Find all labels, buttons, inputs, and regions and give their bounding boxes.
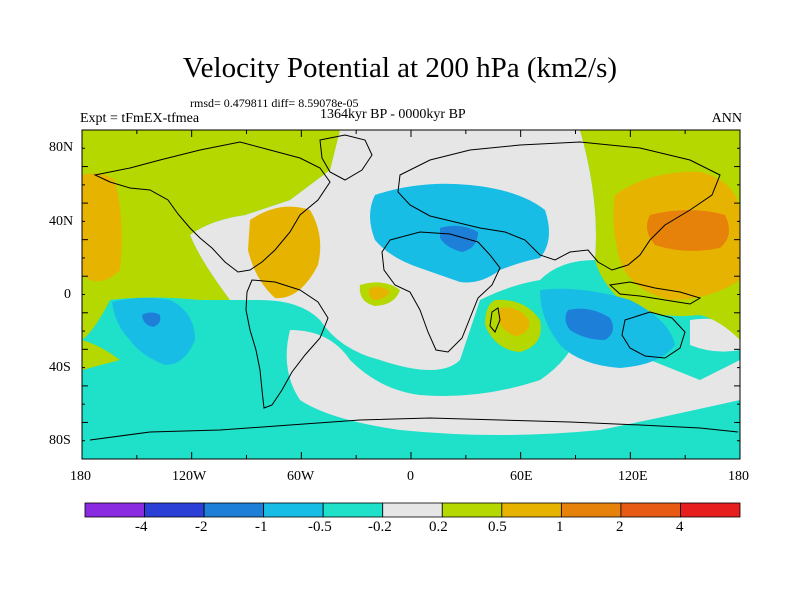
colorbar-swatch — [84, 502, 145, 518]
positive-mid-region-north-pacific — [82, 173, 122, 282]
lat-tick-label: 80S — [49, 433, 71, 448]
season-label: ANN — [711, 111, 742, 126]
lon-tick-label: 120W — [172, 469, 207, 484]
lon-tick-label: 120E — [618, 469, 648, 484]
negative-strong-region-south-pacific — [142, 312, 161, 327]
positive-strong-region-west-pacific — [646, 210, 729, 251]
colorbar-tick-label: -4 — [135, 519, 148, 535]
colorbar-swatch — [441, 502, 503, 518]
colorbar-swatch — [144, 502, 205, 518]
colorbar-swatch — [263, 502, 324, 518]
colorbar-tick-label: 2 — [616, 519, 624, 535]
experiment-label: Expt = tFmEX-tfmea — [80, 111, 200, 126]
rmsd-diff-label: rmsd= 0.479811 diff= 8.59078e-05 — [190, 96, 359, 110]
lat-tick-label: 0 — [64, 287, 71, 302]
coastline-north-america — [93, 141, 331, 273]
lat-tick-label: 80N — [49, 140, 74, 155]
positive-mid-region-north-america — [248, 206, 321, 299]
colorbar-swatch — [382, 502, 443, 518]
lon-tick-label: 180 — [728, 469, 749, 484]
colorbar-tick-label: -2 — [195, 519, 208, 535]
colorbar-tick-label: 0.5 — [488, 519, 507, 535]
colorbar-tick-label: -0.5 — [308, 519, 332, 535]
coastline-africa — [381, 231, 501, 353]
colorbar-tick-label: 4 — [676, 519, 684, 535]
colorbar-tick-label: 0.2 — [429, 519, 448, 535]
coastline-eurasia — [397, 141, 721, 271]
axis-ticks — [81, 129, 741, 460]
coastline-australia — [621, 311, 686, 359]
coastline-antarctica — [89, 417, 739, 441]
colorbar-tick-label: 1 — [556, 519, 564, 535]
negative-strong-region-africa — [440, 225, 478, 252]
negative-mid-region-south-pacific — [112, 297, 195, 365]
positive-region-north-pacific — [82, 130, 340, 340]
negative-strong-region-indian-ocean — [565, 308, 614, 340]
coastline-south-america — [245, 279, 329, 409]
colorbar-tick-label: -1 — [255, 519, 268, 535]
coastline-greenland — [319, 134, 373, 181]
coastline-madagascar — [489, 307, 501, 333]
colorbar-tick-label: -0.2 — [368, 519, 392, 535]
positive-mid-region-atlantic — [368, 286, 390, 300]
colorbar-swatch — [560, 502, 622, 518]
lon-tick-label: 180 — [70, 469, 91, 484]
colorbar-swatch — [680, 502, 741, 518]
colorbar-swatch — [620, 502, 681, 518]
lon-tick-label: 60W — [287, 469, 315, 484]
colorbar-swatch — [322, 502, 384, 518]
lat-tick-label: 40S — [49, 360, 71, 375]
coastline-maritime-continent — [608, 281, 702, 305]
colorbar-swatch — [203, 502, 265, 518]
map-title: Velocity Potential at 200 hPa (km2/s) — [182, 52, 618, 84]
colorbar — [84, 502, 741, 518]
colorbar-swatch — [501, 502, 562, 518]
map-field — [82, 130, 740, 459]
positive-region-south-pacific-west — [82, 340, 120, 370]
lon-tick-label: 0 — [407, 469, 414, 484]
period-label: 1364kyr BP - 0000kyr BP — [320, 107, 466, 122]
lon-tick-label: 60E — [510, 469, 533, 484]
coastlines — [89, 134, 739, 441]
lat-tick-label: 40N — [49, 214, 74, 229]
positive-mid-region-indian-ocean — [498, 307, 530, 336]
